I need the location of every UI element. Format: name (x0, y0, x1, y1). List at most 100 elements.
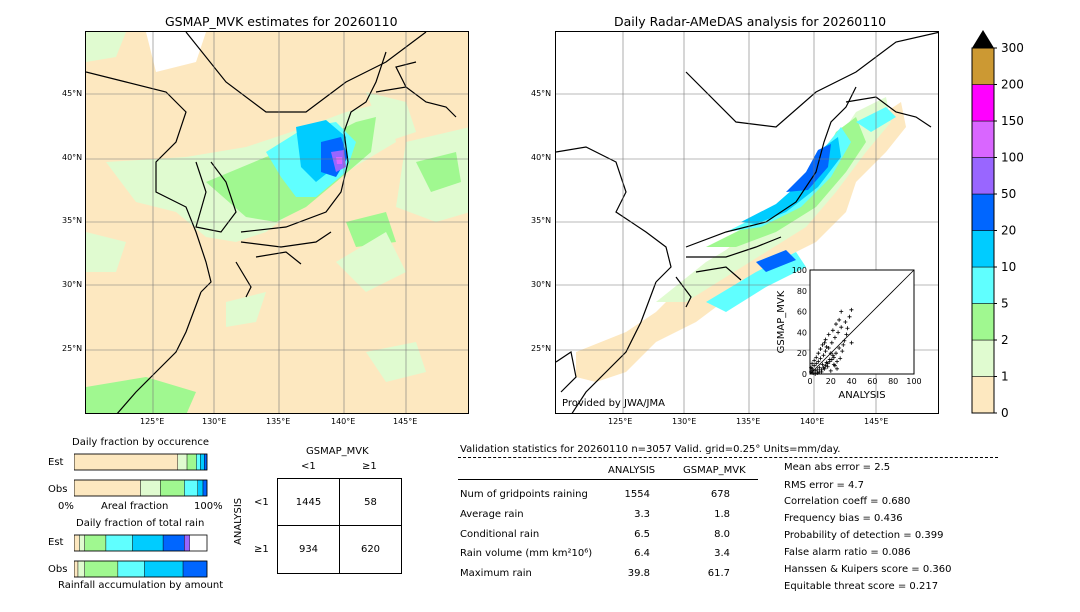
cell-hits-lt1-lt1: 1445 (277, 478, 340, 526)
scatter-point (822, 340, 827, 345)
stacked-bar-segment (84, 560, 119, 578)
stacked-bar-segment (186, 453, 197, 471)
scatter-point (835, 366, 840, 371)
scatter-point (829, 357, 834, 362)
stats-row-gsmap: 678 (710, 489, 730, 500)
left-map (85, 31, 469, 414)
scatter-point (837, 317, 842, 322)
left-lon-130: 130°E (202, 417, 227, 426)
colorbar-segment (971, 303, 995, 341)
stats-rule (458, 479, 758, 480)
contingency-row-ge1: ≥1 (254, 544, 269, 555)
stacked-bar-segment (184, 479, 198, 497)
scatter-point (826, 346, 831, 350)
scatter-point (849, 340, 854, 345)
scatter-point (843, 320, 848, 324)
scatter-point (820, 362, 825, 367)
scatter-point (832, 363, 837, 368)
stats-row-gsmap: 61.7 (707, 568, 730, 579)
stats-row-label: Rain volume (mm km²10⁶) (460, 548, 593, 559)
right-map-title: Daily Radar-AMeDAS analysis for 20260110 (614, 14, 887, 29)
colorbar-segment (971, 266, 995, 304)
colorbar-segment (971, 339, 995, 377)
colorbar-label: 5 (1001, 297, 1009, 311)
stacked-bar-segment (196, 453, 201, 471)
score-ets: Equitable threat score = 0.217 (784, 581, 939, 592)
scatter-point (835, 359, 840, 364)
colorbar-label: 200 (1001, 78, 1024, 92)
left-lat-35: 35°N (62, 216, 83, 225)
credit-text: Provided by JWA/JMA (562, 398, 665, 409)
scatter-point (830, 353, 835, 358)
stacked-bar-segment (197, 479, 204, 497)
right-lat-45: 45°N (531, 89, 552, 98)
stacked-bar-segment (140, 479, 161, 497)
scatter-point (813, 372, 818, 376)
colorbar-segment (971, 230, 995, 268)
right-map-canvas (556, 32, 938, 413)
stats-row-label: Maximum rain (460, 568, 532, 579)
stacked-bar-segment (202, 479, 208, 497)
rain-obs-label: Obs (48, 564, 68, 575)
right-coastlines (556, 32, 938, 413)
colorbar: 0 1 2 5 10 20 50 100 150 200 300 (971, 30, 1024, 420)
stats-col-gsmap: GSMAP_MVK (683, 465, 746, 476)
scatter-xtick: 80 (888, 377, 898, 386)
scatter-point (826, 332, 831, 337)
stacked-bar-frame (74, 479, 208, 497)
stats-row-label: Average rain (460, 509, 524, 520)
scatter-point (810, 361, 815, 366)
scatter-point (837, 346, 842, 350)
scatter-point (842, 338, 847, 343)
stats-col-analysis: ANALYSIS (608, 465, 656, 476)
left-lon-135: 135°E (266, 417, 291, 426)
occurence-bars (74, 453, 208, 497)
scatter-point (828, 368, 833, 373)
scatter-point (824, 344, 829, 349)
left-lat-40: 40°N (62, 153, 83, 162)
score-pod: Probability of detection = 0.399 (784, 530, 944, 541)
stacked-bar-segment (77, 560, 85, 578)
left-lat-25: 25°N (62, 344, 83, 353)
scatter-point (821, 365, 826, 370)
rain-bars (74, 534, 208, 578)
colorbar-segment (971, 193, 995, 231)
scatter-inset: 0 20 40 60 80 100 0 20 40 60 80 100 ANALYSIS GSMAP_MV… (776, 266, 922, 401)
left-map-canvas (86, 32, 468, 413)
stacked-bar-segment (132, 534, 164, 552)
stacked-bar-frame (74, 453, 208, 471)
colorbar-segment (971, 120, 995, 158)
left-lat-45: 45°N (62, 89, 83, 98)
stats-row-gsmap: 1.8 (714, 509, 730, 520)
right-lon-145: 145°E (864, 417, 889, 426)
right-lat-40: 40°N (531, 153, 552, 162)
scatter-xtick: 20 (826, 377, 836, 386)
scatter-point (834, 351, 838, 356)
scatter-point (816, 351, 821, 356)
colorbar-label: 20 (1001, 224, 1016, 238)
scatter-point (816, 359, 821, 364)
right-lon-125: 125°E (608, 417, 633, 426)
left-map-title: GSMAP_MVK estimates for 20260110 (165, 14, 398, 29)
rain-xlabel: Rainfall accumulation by amount (58, 580, 224, 591)
stats-row-analysis: 1554 (624, 489, 650, 500)
right-lon-135: 135°E (736, 417, 761, 426)
stats-row-analysis: 3.3 (634, 509, 650, 520)
scatter-point (815, 370, 820, 375)
scatter-point (834, 322, 838, 327)
scatter-point (825, 361, 830, 366)
scatter-xtick: 0 (807, 377, 812, 386)
left-lon-140: 140°E (331, 417, 356, 426)
scatter-point (809, 365, 814, 370)
scatter-point (839, 309, 844, 314)
scatter-ytick: 80 (797, 287, 807, 296)
stacked-bar-segment (200, 453, 205, 471)
scatter-point (841, 342, 846, 347)
stacked-bar-frame (74, 534, 208, 552)
colorbar-label: 150 (1001, 114, 1024, 128)
scatter-ytick: 20 (797, 349, 807, 358)
colorbar-label: 1 (1001, 370, 1009, 384)
colorbar-extend-arrow (972, 30, 994, 48)
occurence-obs-label: Obs (48, 484, 68, 495)
right-lat-30: 30°N (531, 280, 552, 289)
